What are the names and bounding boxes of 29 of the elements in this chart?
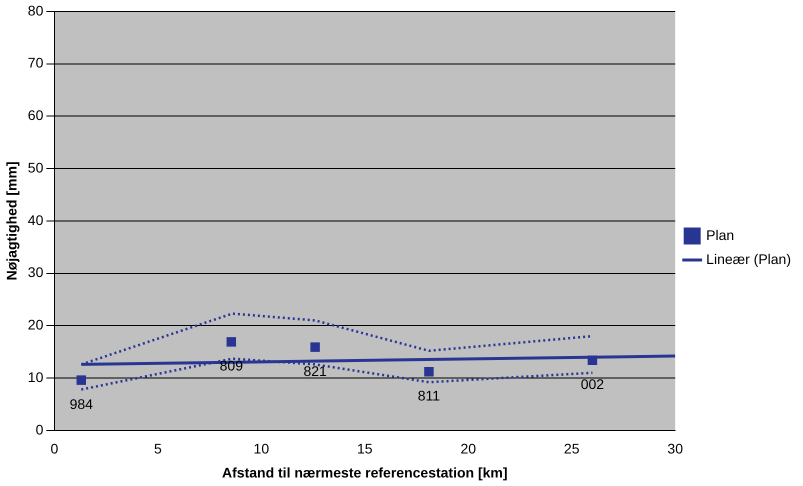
annotation: 984 (70, 396, 94, 412)
point (588, 355, 598, 365)
x-tick-label: 5 (154, 440, 162, 457)
x-tick-label: 20 (460, 440, 476, 457)
x-tick-label: 30 (667, 440, 684, 457)
point (76, 375, 86, 385)
point (310, 342, 320, 352)
y-tick-label: 30 (28, 264, 44, 280)
y-tick-label: 20 (28, 316, 44, 333)
annotation: 821 (303, 362, 328, 379)
annotation: 002 (580, 376, 604, 392)
x-tick-label: 10 (254, 440, 270, 457)
point (226, 337, 236, 347)
y-tick-label: 80 (28, 2, 44, 18)
y-tick-label: 0 (36, 421, 44, 438)
legend-label: Plan (706, 226, 734, 243)
x-tick-label: 15 (356, 440, 373, 457)
x-tick-label: 0 (50, 440, 58, 457)
x-axis-title: Afstand til nærmeste referencestation [km] (222, 464, 508, 480)
y-tick-label: 70 (28, 54, 44, 71)
y-tick-label: 10 (28, 368, 44, 385)
y-axis-title: Nøjagtighed [mm] (3, 161, 20, 280)
point (424, 367, 434, 376)
x-tick-label: 25 (564, 440, 580, 457)
legend-label: Lineær (Plan) (706, 250, 792, 267)
y-tick-label: 40 (28, 212, 44, 228)
y-tick-label: 60 (28, 107, 44, 124)
y-tick-label: 50 (28, 159, 44, 176)
annotation: 811 (418, 388, 440, 404)
